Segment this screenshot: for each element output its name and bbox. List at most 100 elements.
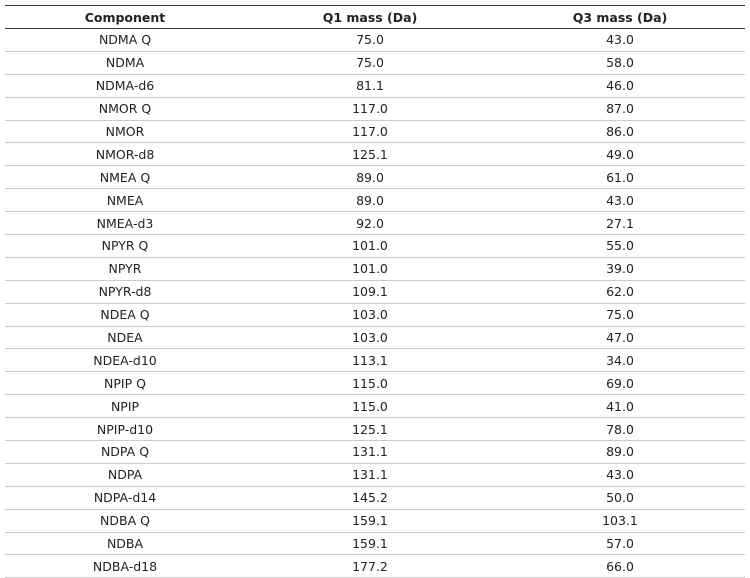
table-cell: 47.0 <box>495 326 745 350</box>
table-cell: 115.0 <box>245 394 495 419</box>
table-cell: 125.1 <box>245 417 495 442</box>
table-row: NMOR-d8 125.1 49.0 <box>5 142 745 167</box>
table-cell: 113.1 <box>245 348 495 373</box>
table-cell: 50.0 <box>495 486 745 510</box>
header-cell: Q1 mass (Da) <box>245 5 495 29</box>
table-row: NDEA Q 103.0 75.0 <box>5 303 745 327</box>
table-cell: NDBA-d18 <box>5 554 245 578</box>
table-cell: 39.0 <box>495 257 745 281</box>
table-container: Component Q1 mass (Da) Q3 mass (Da) NDMA Q… <box>5 5 745 578</box>
table-cell: 75.0 <box>245 51 495 75</box>
table-row: NMEA 89.0 43.0 <box>5 188 745 213</box>
table-cell: 46.0 <box>495 74 745 98</box>
table-cell: 92.0 <box>245 211 495 236</box>
table-cell: NPIP-d10 <box>5 417 245 442</box>
table-row: NDMA-d6 81.1 46.0 <box>5 74 745 98</box>
table-cell: 78.0 <box>495 417 745 442</box>
table-cell: 159.1 <box>245 509 495 533</box>
table-cell: 101.0 <box>245 257 495 281</box>
table-cell: NPYR-d8 <box>5 280 245 304</box>
table-row: NDBA 159.1 57.0 <box>5 532 745 556</box>
table-cell: 75.0 <box>495 303 745 327</box>
table-cell: NPYR Q <box>5 234 245 258</box>
table-row: NDBA-d18 177.2 66.0 <box>5 554 745 578</box>
table-cell: 159.1 <box>245 532 495 556</box>
table-cell: 55.0 <box>495 234 745 258</box>
table-cell: 89.0 <box>495 440 745 464</box>
header-row: Component Q1 mass (Da) Q3 mass (Da) <box>5 5 745 29</box>
table-row: NMOR 117.0 86.0 <box>5 120 745 144</box>
table-cell: NMOR <box>5 120 245 144</box>
table-cell: 89.0 <box>245 188 495 213</box>
header-cell: Component <box>5 5 245 29</box>
table-cell: 43.0 <box>495 28 745 52</box>
table-cell: 109.1 <box>245 280 495 304</box>
table-row: NPYR-d8 109.1 62.0 <box>5 280 745 304</box>
table-cell: 75.0 <box>245 28 495 52</box>
table-row: NPIP-d10 125.1 78.0 <box>5 417 745 442</box>
table-body: NDMA Q 75.0 43.0 NDMA 75.0 58.0 NDMA-d6 81.1 46.… <box>5 28 745 578</box>
table-row: NDPA Q 131.1 89.0 <box>5 440 745 464</box>
table-cell: NMEA <box>5 188 245 213</box>
table-cell: 81.1 <box>245 74 495 98</box>
table-cell: 62.0 <box>495 280 745 304</box>
table-cell: 69.0 <box>495 371 745 396</box>
table-cell: 131.1 <box>245 463 495 487</box>
table-cell: 61.0 <box>495 165 745 190</box>
table-cell: NDPA Q <box>5 440 245 464</box>
table-row: NPIP 115.0 41.0 <box>5 394 745 419</box>
table-cell: 41.0 <box>495 394 745 419</box>
table-cell: 66.0 <box>495 554 745 578</box>
table-cell: NPIP <box>5 394 245 419</box>
table-cell: NDBA Q <box>5 509 245 533</box>
table-cell: 43.0 <box>495 463 745 487</box>
table-cell: NMEA-d3 <box>5 211 245 236</box>
table-cell: NDPA-d14 <box>5 486 245 510</box>
table-cell: 58.0 <box>495 51 745 75</box>
table-row: NDPA-d14 145.2 50.0 <box>5 486 745 510</box>
table-row: NDBA Q 159.1 103.1 <box>5 509 745 533</box>
table-cell: 145.2 <box>245 486 495 510</box>
table-cell: 103.0 <box>245 326 495 350</box>
table-cell: 89.0 <box>245 165 495 190</box>
table-row: NDEA-d10 113.1 34.0 <box>5 348 745 373</box>
mass-table: Component Q1 mass (Da) Q3 mass (Da) NDMA Q… <box>5 5 745 578</box>
table-cell: 103.1 <box>495 509 745 533</box>
table-cell: NMOR-d8 <box>5 142 245 167</box>
table-row: NPIP Q 115.0 69.0 <box>5 371 745 396</box>
table-cell: NDMA-d6 <box>5 74 245 98</box>
table-cell: 131.1 <box>245 440 495 464</box>
table-cell: NDBA <box>5 532 245 556</box>
table-cell: 43.0 <box>495 188 745 213</box>
table-cell: 101.0 <box>245 234 495 258</box>
table-cell: NPIP Q <box>5 371 245 396</box>
table-cell: 115.0 <box>245 371 495 396</box>
table-cell: 27.1 <box>495 211 745 236</box>
header-cell: Q3 mass (Da) <box>495 5 745 29</box>
table-cell: NDEA Q <box>5 303 245 327</box>
table-cell: NDMA <box>5 51 245 75</box>
table-cell: NMEA Q <box>5 165 245 190</box>
table-row: NPYR Q 101.0 55.0 <box>5 234 745 258</box>
table-row: NMOR Q 117.0 87.0 <box>5 97 745 121</box>
page: Component Q1 mass (Da) Q3 mass (Da) NDMA Q… <box>5 5 745 578</box>
table-row: NDPA 131.1 43.0 <box>5 463 745 487</box>
table-cell: 117.0 <box>245 120 495 144</box>
table-row: NDEA 103.0 47.0 <box>5 326 745 350</box>
table-cell: NDEA-d10 <box>5 348 245 373</box>
table-cell: 87.0 <box>495 97 745 121</box>
table-cell: NDMA Q <box>5 28 245 52</box>
table-row: NDMA 75.0 58.0 <box>5 51 745 75</box>
table-cell: 103.0 <box>245 303 495 327</box>
table-cell: 57.0 <box>495 532 745 556</box>
table-row: NMEA-d3 92.0 27.1 <box>5 211 745 236</box>
table-row: NPYR 101.0 39.0 <box>5 257 745 281</box>
table-cell: NMOR Q <box>5 97 245 121</box>
table-cell: NPYR <box>5 257 245 281</box>
table-cell: NDPA <box>5 463 245 487</box>
table-row: NMEA Q 89.0 61.0 <box>5 165 745 190</box>
table-cell: 34.0 <box>495 348 745 373</box>
table-cell: 125.1 <box>245 142 495 167</box>
table-cell: 49.0 <box>495 142 745 167</box>
table-cell: 86.0 <box>495 120 745 144</box>
